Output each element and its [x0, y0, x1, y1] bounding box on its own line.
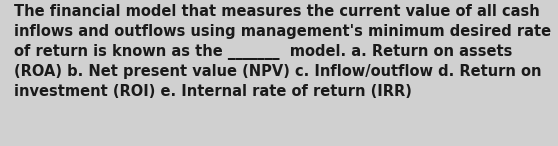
Text: The financial model that measures the current value of all cash
inflows and outf: The financial model that measures the cu… [14, 4, 551, 99]
